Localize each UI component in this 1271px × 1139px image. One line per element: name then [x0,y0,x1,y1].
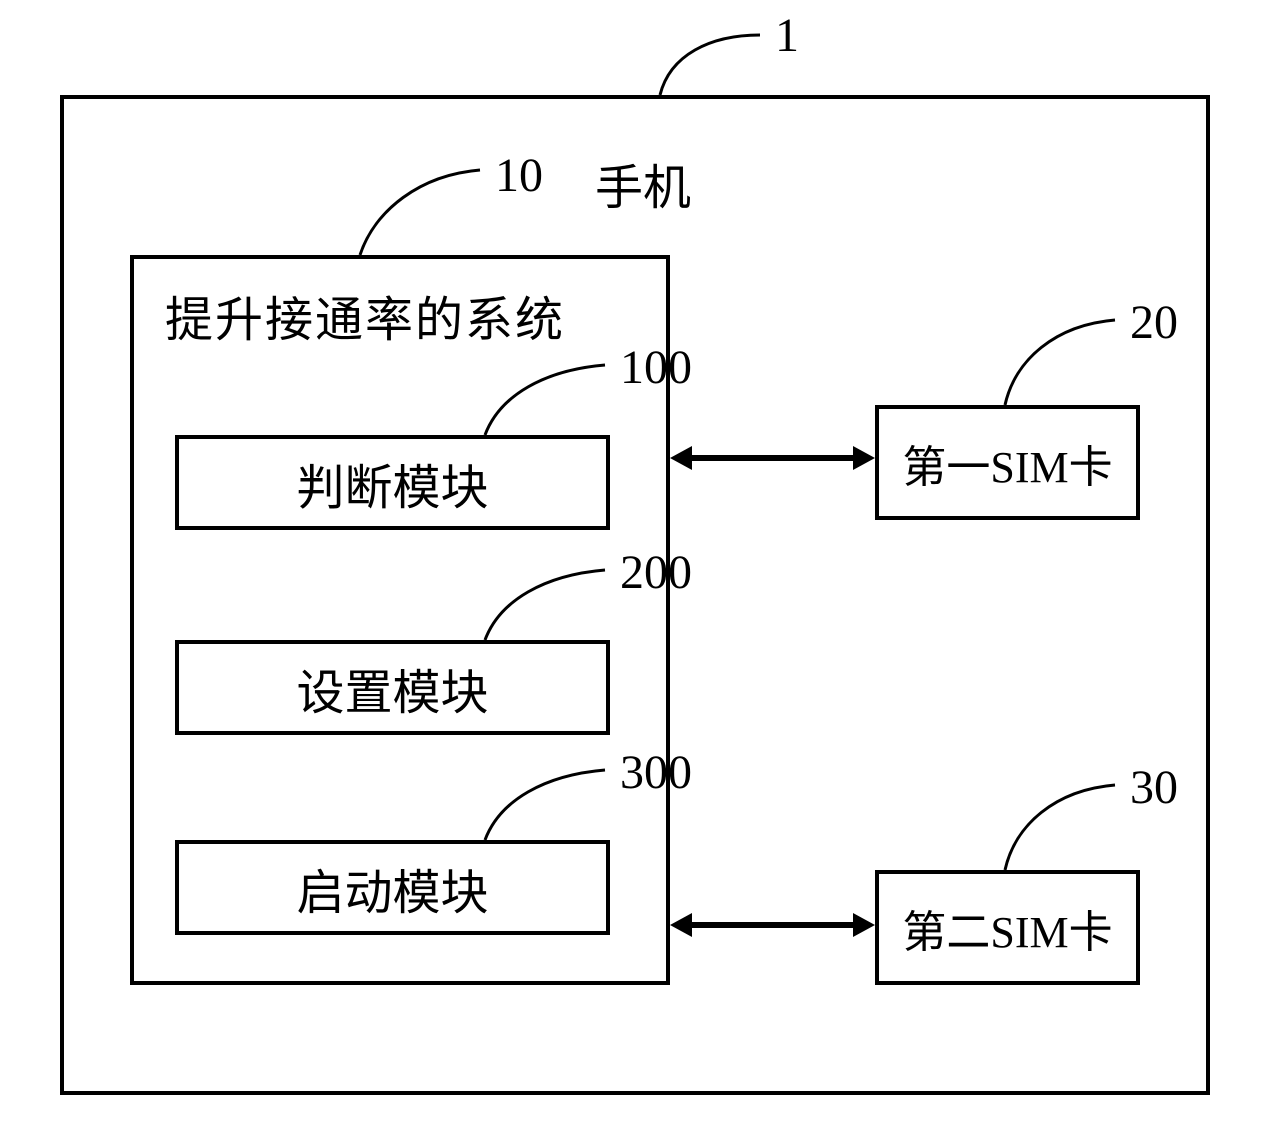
arrow-head-right-2 [853,913,875,937]
ref-num-30: 30 [1130,760,1178,815]
ref-num-300: 300 [620,745,692,800]
arrow-head-left-2 [670,913,692,937]
ref-num-10: 10 [495,148,543,203]
ref-num-100: 100 [620,340,692,395]
arrow-head-right-1 [853,446,875,470]
arrow-system-sim2 [692,922,853,928]
module-settings-label: 设置模块 [296,653,488,723]
module-settings: 设置模块 [175,640,610,735]
module-judge: 判断模块 [175,435,610,530]
arrow-system-sim1 [692,455,853,461]
module-startup: 启动模块 [175,840,610,935]
phone-label: 手机 [595,148,691,218]
sim-card-2: 第二SIM卡 [875,870,1140,985]
system-title: 提升接通率的系统 [165,280,565,350]
sim-card-1: 第一SIM卡 [875,405,1140,520]
ref-num-200: 200 [620,545,692,600]
sim-card-1-label: 第一SIM卡 [902,431,1112,495]
ref-num-20: 20 [1130,295,1178,350]
ref-num-1: 1 [775,8,799,63]
module-judge-label: 判断模块 [296,448,488,518]
arrow-head-left-1 [670,446,692,470]
sim-card-2-label: 第二SIM卡 [902,896,1112,960]
module-startup-label: 启动模块 [296,853,488,923]
